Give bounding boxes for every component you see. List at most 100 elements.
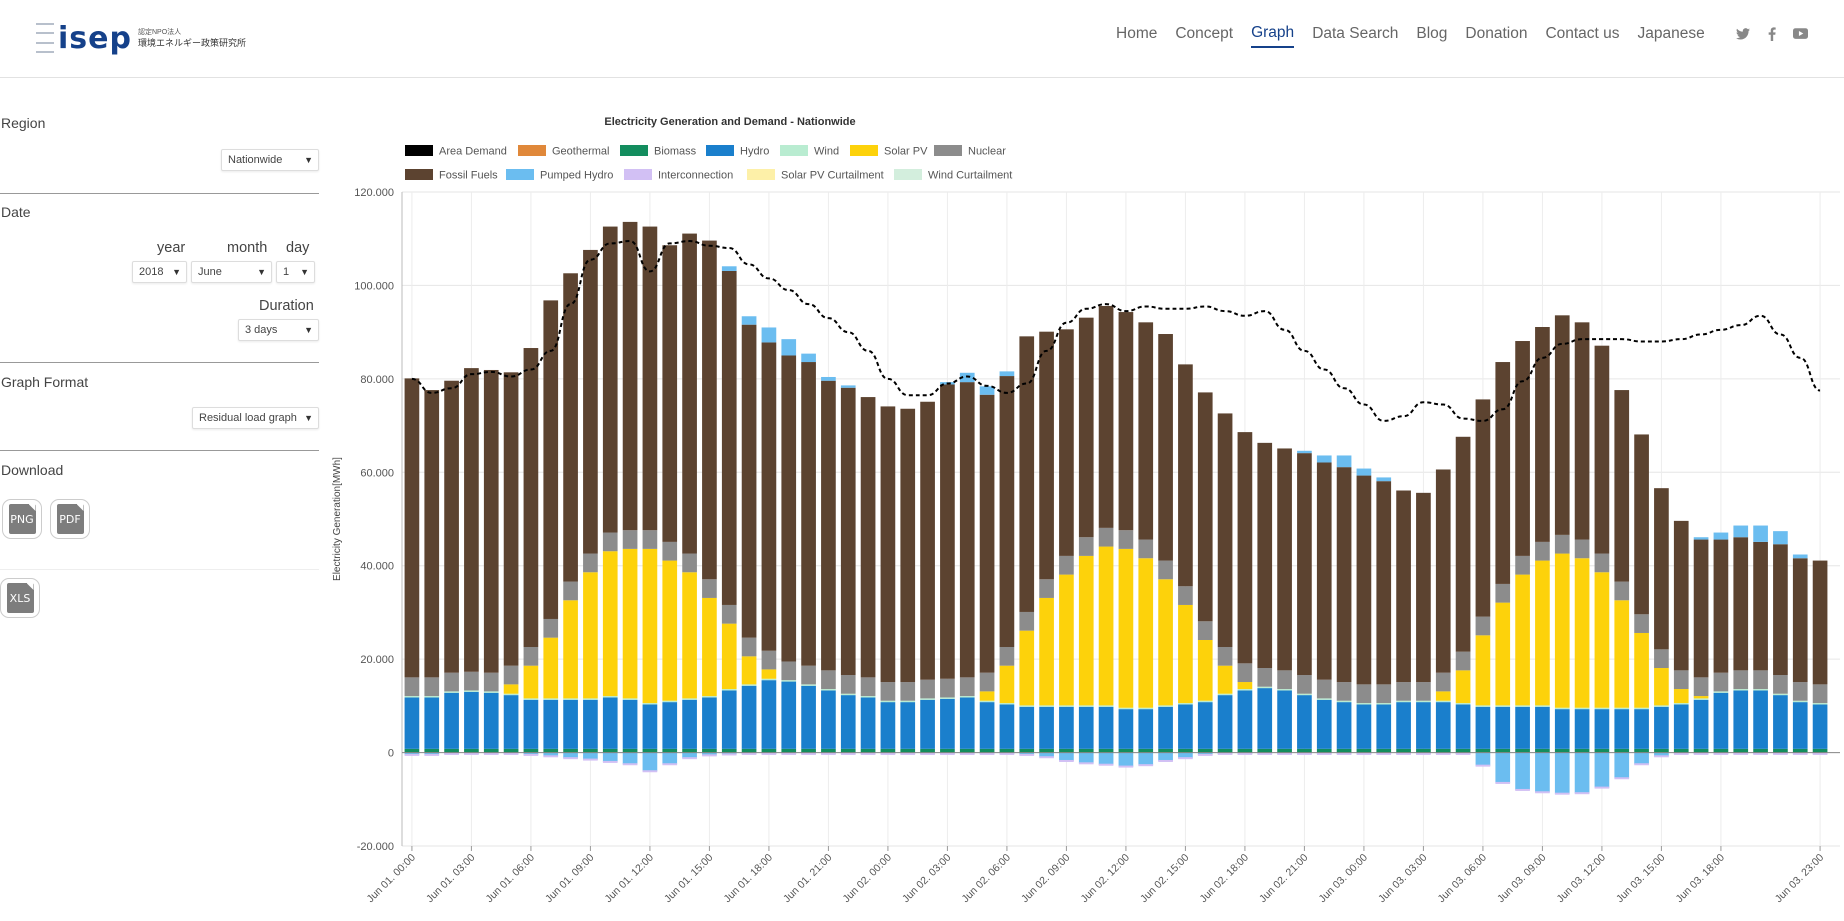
legend-swatch (405, 145, 433, 156)
bar-nuclear (503, 665, 519, 685)
bar-biomass (1812, 748, 1828, 753)
bar-biomass (1396, 748, 1411, 753)
nav-home[interactable]: Home (1116, 25, 1158, 42)
nav-concept[interactable]: Concept (1175, 25, 1234, 42)
xls-label: XLS (9, 591, 31, 605)
divider (0, 193, 319, 194)
png-file-icon: PNG (8, 504, 36, 534)
isep-logo[interactable]: isep 認定NPO法人 環境エネルギー政策研究所 (36, 20, 246, 56)
bar-solar (1217, 665, 1233, 694)
bar-biomass (979, 748, 995, 753)
nav-donation[interactable]: Donation (1465, 25, 1528, 42)
x-tick-label: Jun 03. 09:00 (1495, 852, 1549, 906)
bar-solar (1435, 691, 1451, 701)
youtube-icon[interactable] (1793, 26, 1808, 41)
year-select[interactable]: 2018 ▼ (132, 261, 187, 283)
facebook-icon[interactable] (1764, 26, 1779, 41)
chevron-down-icon: ▼ (304, 413, 313, 423)
bar-interconnection (1574, 792, 1590, 795)
bar-fossil (900, 408, 916, 683)
bar-hydro (1118, 709, 1134, 749)
bar-nuclear (1297, 675, 1312, 694)
legend-label: Wind (814, 146, 839, 158)
bar-nuclear (1277, 670, 1292, 690)
nav-japanese[interactable]: Japanese (1637, 25, 1705, 42)
graph-format-select[interactable]: Residual load graph ▼ (192, 407, 319, 429)
bar-pumped-negative (1118, 752, 1134, 767)
bar-wind (464, 690, 479, 692)
day-select[interactable]: 1 ▼ (276, 261, 315, 283)
bar-biomass (1713, 748, 1729, 753)
bar-biomass (1435, 748, 1451, 753)
bar-solar (1455, 670, 1471, 704)
bar-biomass (1376, 748, 1392, 753)
bar-hydro (721, 690, 737, 749)
bar-hydro (1178, 704, 1193, 749)
bar-interconnection (1614, 777, 1630, 780)
download-pdf-button[interactable]: PDF (50, 499, 90, 539)
bar-solar (1098, 546, 1114, 706)
bar-interconnection (682, 757, 697, 760)
nav-contact-us[interactable]: Contact us (1545, 25, 1620, 42)
legend-swatch (706, 145, 734, 156)
twitter-icon[interactable] (1735, 26, 1750, 41)
bar-fossil (483, 369, 499, 673)
bar-fossil (1237, 432, 1253, 664)
region-select[interactable]: Nationwide ▼ (221, 149, 319, 171)
nav-graph[interactable]: Graph (1251, 24, 1295, 48)
bar-fossil (1495, 362, 1511, 584)
bar-hydro (662, 702, 678, 749)
bar-nuclear (583, 553, 598, 573)
legend-swatch (747, 169, 775, 180)
bar-hydro (1594, 709, 1610, 749)
bar-nuclear (1792, 682, 1808, 701)
x-tick-label: Jun 03. 18:00 (1674, 852, 1728, 906)
bar-wind (1634, 707, 1649, 710)
bar-nuclear (1078, 537, 1094, 556)
download-xls-button[interactable]: XLS (0, 578, 40, 618)
bar-pumped-negative (642, 752, 658, 772)
bar-pumped-negative (602, 752, 618, 762)
download-png-button[interactable]: PNG (2, 499, 42, 539)
bar-fossil (1178, 364, 1193, 587)
bar-interconnection (543, 755, 559, 758)
bar-nuclear (821, 670, 836, 690)
bar-fossil (662, 245, 678, 542)
png-label: PNG (10, 512, 34, 526)
bar-interconnection (1098, 763, 1114, 766)
bar-nuclear (1753, 670, 1768, 690)
bar-hydro (1475, 706, 1491, 749)
x-tick-label: Jun 03. 03:00 (1376, 852, 1430, 906)
bar-hydro (880, 702, 896, 749)
bar-wind (1257, 686, 1273, 689)
bar-fossil (1554, 315, 1570, 535)
bar-wind (1594, 707, 1610, 710)
bar-nuclear (1178, 586, 1193, 605)
bar-pumped (840, 385, 856, 388)
bar-pumped (1356, 468, 1372, 476)
bar-interconnection (880, 752, 896, 755)
duration-select[interactable]: 3 days ▼ (238, 319, 319, 341)
graph-format-value: Residual load graph (199, 412, 297, 424)
nav-data-search[interactable]: Data Search (1312, 25, 1399, 42)
bar-interconnection (1554, 792, 1570, 795)
bar-biomass (1297, 748, 1312, 753)
bar-biomass (721, 748, 737, 753)
bar-fossil (979, 394, 995, 673)
bar-pumped (1733, 525, 1749, 538)
bar-hydro (1316, 699, 1332, 749)
bar-solar (523, 665, 539, 699)
bar-pumped (781, 339, 797, 356)
bar-fossil (464, 368, 479, 672)
bar-biomass (1237, 748, 1253, 753)
bar-hydro (583, 699, 598, 749)
bar-nuclear (940, 678, 955, 698)
bar-hydro (622, 699, 638, 749)
x-tick-label: Jun 03. 23:00 (1773, 852, 1827, 906)
bar-interconnection (602, 760, 618, 763)
nav-blog[interactable]: Blog (1416, 25, 1448, 42)
bar-fossil (821, 380, 836, 671)
chevron-down-icon: ▼ (304, 325, 313, 335)
month-select[interactable]: June ▼ (191, 261, 272, 283)
bar-nuclear (959, 677, 975, 697)
